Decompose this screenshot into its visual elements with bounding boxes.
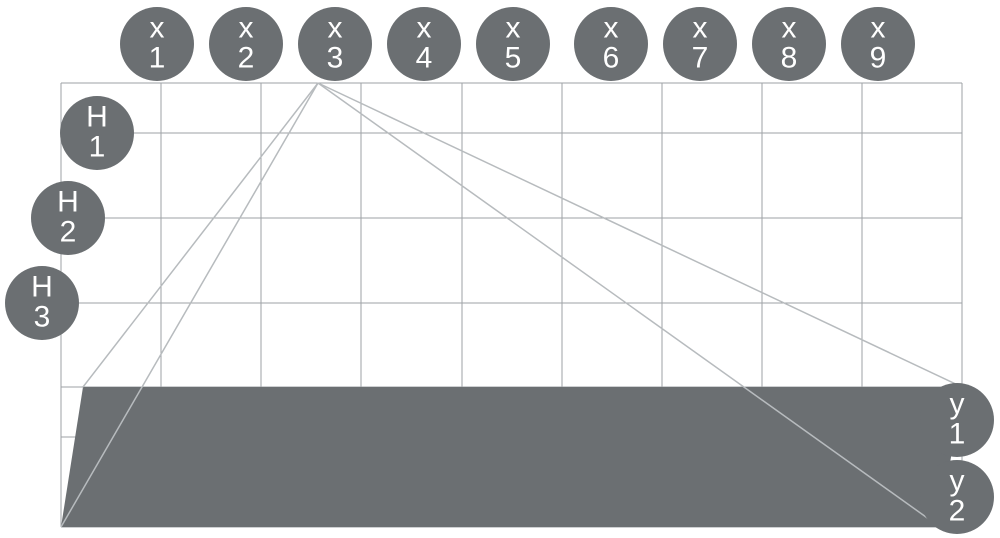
node-label: y [950, 464, 965, 497]
x-node-x5: x5 [476, 7, 550, 81]
x-node-x1: x1 [120, 7, 194, 81]
node-label: 7 [692, 41, 709, 74]
node-label: x [604, 11, 619, 44]
node-label: 6 [603, 41, 620, 74]
node-label: 2 [60, 215, 77, 248]
y-node-y2: y2 [920, 460, 994, 534]
node-label: x [417, 11, 432, 44]
node-label: 2 [238, 41, 255, 74]
node-label: x [506, 11, 521, 44]
node-label: x [150, 11, 165, 44]
x-node-x4: x4 [387, 7, 461, 81]
node-label: x [328, 11, 343, 44]
node-label: x [782, 11, 797, 44]
node-label: 3 [34, 300, 51, 333]
node-label: 4 [416, 41, 433, 74]
x-node-x6: x6 [574, 7, 648, 81]
node-label: 1 [149, 41, 166, 74]
node-label: 2 [949, 494, 966, 527]
node-label: x [693, 11, 708, 44]
h-node-H1: H1 [60, 96, 134, 170]
node-label: H [86, 100, 108, 133]
x-node-x3: x3 [298, 7, 372, 81]
x-node-x2: x2 [209, 7, 283, 81]
y-node-y1: y1 [920, 383, 994, 457]
node-label: 1 [89, 130, 106, 163]
node-label: 8 [781, 41, 798, 74]
h-node-H2: H2 [31, 181, 105, 255]
shaded-region [61, 387, 962, 527]
node-label: x [239, 11, 254, 44]
node-label: 1 [949, 417, 966, 450]
x-node-x7: x7 [663, 7, 737, 81]
node-label: H [57, 185, 79, 218]
x-node-x8: x8 [752, 7, 826, 81]
h-node-H3: H3 [5, 266, 79, 340]
node-label: 9 [870, 41, 887, 74]
node-label: H [31, 270, 53, 303]
node-label: 3 [327, 41, 344, 74]
x-node-x9: x9 [841, 7, 915, 81]
node-label: x [871, 11, 886, 44]
network-diagram: x1x2x3x4x5x6x7x8x9H1H2H3y1y2 [0, 0, 1000, 538]
node-label: 5 [505, 41, 522, 74]
node-label: y [950, 387, 965, 420]
